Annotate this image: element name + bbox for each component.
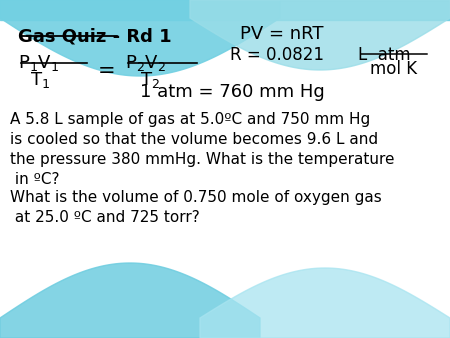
Polygon shape [0, 0, 280, 76]
Polygon shape [0, 263, 260, 338]
Text: is cooled so that the volume becomes 9.6 L and: is cooled so that the volume becomes 9.6… [10, 132, 378, 147]
Text: L  atm: L atm [358, 46, 410, 64]
Text: mol K: mol K [370, 60, 417, 78]
Polygon shape [190, 0, 450, 70]
Text: PV = nRT: PV = nRT [240, 25, 324, 43]
Text: =: = [98, 61, 116, 81]
Text: A 5.8 L sample of gas at 5.0ºC and 750 mm Hg: A 5.8 L sample of gas at 5.0ºC and 750 m… [10, 112, 370, 127]
Polygon shape [200, 268, 450, 338]
Text: the pressure 380 mmHg. What is the temperature: the pressure 380 mmHg. What is the tempe… [10, 152, 395, 167]
Text: P$_2$V$_2$: P$_2$V$_2$ [125, 53, 166, 73]
Text: T$_1$: T$_1$ [30, 70, 50, 90]
Text: at 25.0 ºC and 725 torr?: at 25.0 ºC and 725 torr? [10, 210, 200, 225]
Text: What is the volume of 0.750 mole of oxygen gas: What is the volume of 0.750 mole of oxyg… [10, 190, 382, 205]
Text: in ºC?: in ºC? [10, 172, 59, 187]
Text: Gas Quiz - Rd 1: Gas Quiz - Rd 1 [18, 28, 171, 46]
Text: P$_1$V$_1$: P$_1$V$_1$ [18, 53, 59, 73]
Text: R = 0.0821: R = 0.0821 [230, 46, 324, 64]
Text: 1 atm = 760 mm Hg: 1 atm = 760 mm Hg [140, 83, 325, 101]
Text: T$_2$: T$_2$ [140, 70, 160, 90]
